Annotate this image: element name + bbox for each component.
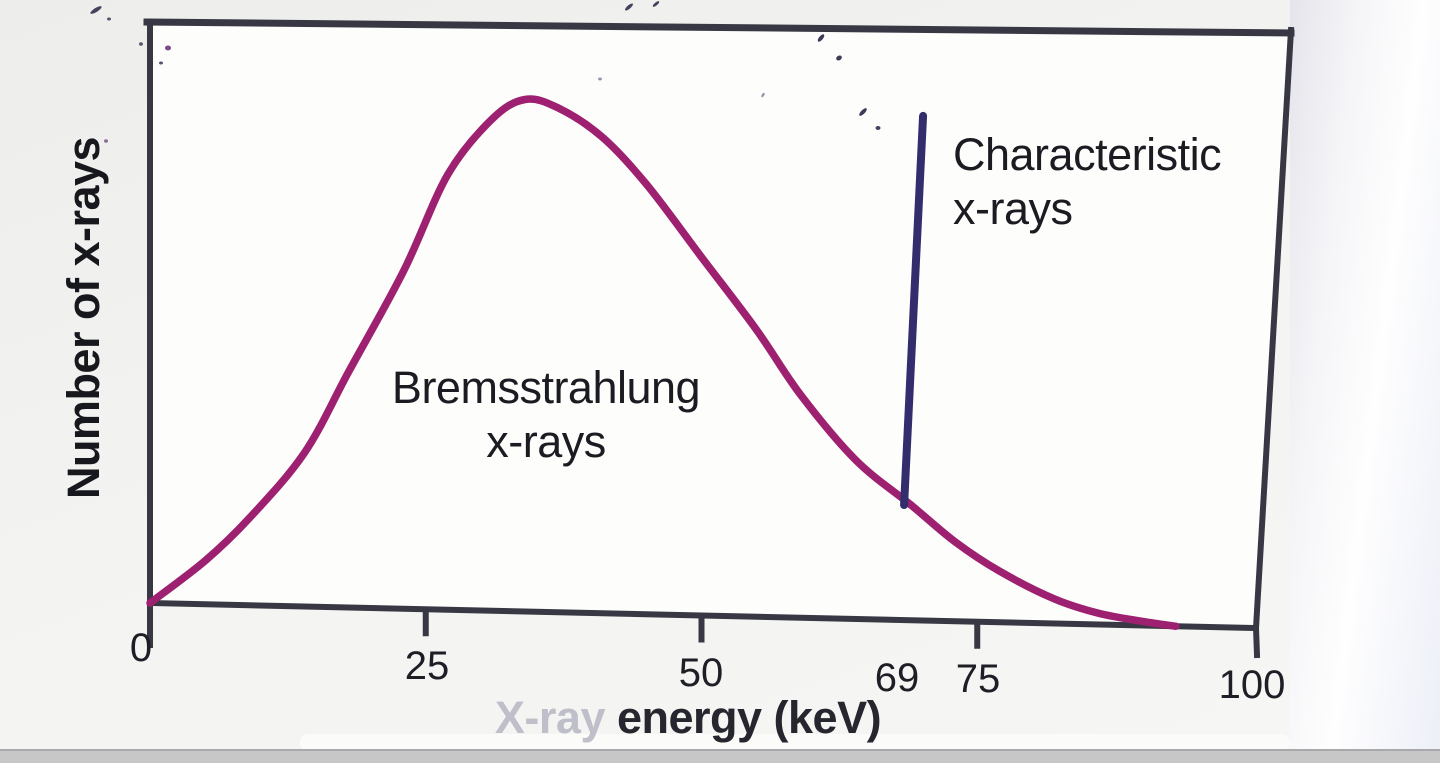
x-tick-label-0: 0 [129,626,153,670]
scan-speck [104,139,108,143]
bremsstrahlung-label: Bremsstrahlung x-rays [391,362,701,467]
x-tick-label-25: 25 [404,644,450,688]
scan-speck [90,6,102,14]
page-bottom-edge [0,749,1440,763]
page-bottom-highlight [300,734,1290,751]
scan-speck [107,17,111,21]
scan-speck [875,126,881,130]
characteristic-xray-line [900,111,928,510]
x-axis-label-faded-part: X-ray [494,692,606,743]
x-tick-label-75: 75 [955,657,1001,701]
x-axis-label-main-part: energy (keV) [616,692,882,743]
plot-top-border [143,18,1295,37]
x-tick-label-69: 69 [874,656,920,700]
scan-speck [139,42,143,46]
scan-speck [165,45,171,51]
bremsstrahlung-curve [146,95,1180,630]
x-axis-label: X-ray energy (keV) [494,692,882,744]
page-edge-highlight [1290,0,1440,763]
scan-speck [761,92,765,98]
scan-speck [159,61,163,65]
scan-speck [652,1,660,7]
scan-speck [859,108,867,116]
plot-area [150,22,1291,628]
x-tick-label-50: 50 [678,651,724,695]
y-axis-label: Number of x-rays [58,136,109,500]
x-tick-label-100: 100 [1218,663,1286,707]
scan-speck [817,34,825,42]
scan-speck [598,77,602,81]
characteristic-label: Characteristic x-rays [953,129,1222,234]
scan-speck [625,3,633,11]
scan-speck [836,55,842,61]
